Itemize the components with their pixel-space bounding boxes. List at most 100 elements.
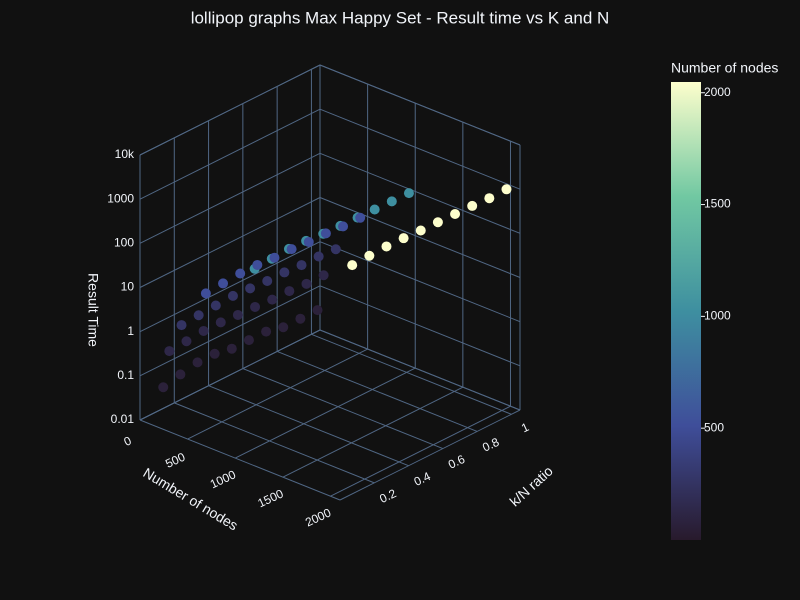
data-point bbox=[301, 278, 312, 289]
data-point bbox=[303, 236, 314, 247]
data-point bbox=[279, 267, 290, 278]
colorbar-tick-label: 2000 bbox=[704, 85, 731, 99]
grid-line bbox=[208, 385, 409, 467]
data-point bbox=[286, 244, 297, 255]
data-point bbox=[181, 336, 192, 347]
colorbar-tick-label: 1000 bbox=[704, 309, 731, 323]
data-point bbox=[450, 209, 461, 220]
y-tick-label: 0.8 bbox=[480, 435, 501, 455]
data-point bbox=[330, 244, 341, 255]
data-point bbox=[278, 322, 289, 333]
grid-line bbox=[139, 152, 321, 244]
data-point bbox=[381, 241, 392, 252]
data-point bbox=[245, 283, 256, 294]
data-point bbox=[261, 326, 272, 337]
data-point bbox=[192, 357, 203, 368]
data-point bbox=[226, 343, 237, 354]
data-point bbox=[347, 260, 358, 271]
grid-line bbox=[235, 367, 416, 459]
data-point bbox=[267, 294, 278, 305]
data-point bbox=[209, 348, 220, 359]
data-point bbox=[176, 320, 187, 331]
grid-line bbox=[311, 333, 512, 415]
data-point bbox=[250, 301, 261, 312]
colorbar-title: Number of nodes bbox=[671, 60, 778, 76]
data-point bbox=[227, 290, 238, 301]
data-point bbox=[295, 313, 306, 324]
grid-line bbox=[319, 241, 521, 323]
data-point bbox=[296, 260, 307, 271]
data-point bbox=[262, 275, 273, 286]
colorbar bbox=[671, 82, 701, 540]
grid-line bbox=[187, 348, 368, 440]
grid-line bbox=[319, 329, 521, 411]
data-point bbox=[269, 252, 280, 263]
grid-line bbox=[174, 402, 375, 484]
z-tick-label: 10k bbox=[115, 147, 135, 161]
data-point bbox=[210, 300, 221, 311]
grid-line bbox=[330, 405, 511, 497]
data-point bbox=[484, 193, 495, 204]
grid-line bbox=[319, 108, 521, 190]
data-point bbox=[218, 278, 229, 289]
grid-line bbox=[319, 197, 521, 278]
colorbar-tick-label: 500 bbox=[704, 420, 724, 434]
data-point bbox=[232, 309, 243, 320]
grid-line bbox=[319, 64, 521, 146]
z-tick-label: 0.01 bbox=[111, 412, 135, 426]
data-point bbox=[355, 212, 366, 223]
grid-line bbox=[139, 285, 321, 377]
data-point bbox=[312, 305, 323, 316]
data-point bbox=[467, 200, 478, 211]
z-axis-title: Result Time bbox=[85, 273, 101, 347]
data-point bbox=[243, 335, 254, 346]
data-point bbox=[313, 251, 324, 262]
data-point bbox=[158, 382, 169, 393]
z-tick-label: 100 bbox=[114, 236, 134, 250]
grid-line bbox=[139, 108, 321, 200]
y-tick-label: 0.2 bbox=[377, 486, 398, 506]
data-point bbox=[501, 184, 512, 195]
axis-edge bbox=[139, 419, 341, 501]
data-point bbox=[164, 346, 175, 357]
grid-line bbox=[139, 197, 321, 288]
y-tick-label: 0.4 bbox=[412, 469, 433, 489]
grid-line bbox=[139, 64, 321, 156]
data-point bbox=[403, 188, 414, 199]
data-point bbox=[175, 369, 186, 380]
grid-line bbox=[282, 386, 464, 478]
data-point bbox=[198, 325, 209, 336]
data-point bbox=[193, 310, 204, 321]
z-tick-label: 1000 bbox=[107, 191, 134, 205]
grid-line bbox=[276, 350, 478, 432]
z-tick-label: 1 bbox=[127, 324, 134, 338]
grid-line bbox=[242, 368, 444, 450]
z-tick-label: 10 bbox=[121, 280, 135, 294]
data-point bbox=[235, 268, 246, 279]
data-point bbox=[386, 196, 397, 207]
colorbar-tick-label: 1500 bbox=[704, 197, 731, 211]
data-point bbox=[215, 317, 226, 328]
data-point bbox=[338, 221, 349, 232]
grid-line bbox=[319, 152, 521, 234]
data-point bbox=[415, 225, 426, 236]
data-point bbox=[320, 228, 331, 239]
data-point bbox=[252, 259, 263, 270]
y-tick-label: 0.6 bbox=[446, 452, 467, 472]
grid-line bbox=[139, 329, 321, 421]
grid-line bbox=[139, 241, 321, 333]
data-point bbox=[364, 250, 375, 261]
data-point bbox=[369, 204, 380, 215]
data-point bbox=[200, 288, 211, 299]
data-point bbox=[318, 270, 329, 281]
chart-title: lollipop graphs Max Happy Set - Result t… bbox=[191, 8, 610, 27]
data-point bbox=[398, 233, 409, 244]
axis-edge bbox=[339, 409, 521, 501]
grid-line bbox=[319, 285, 521, 367]
data-point bbox=[432, 217, 443, 228]
data-point bbox=[284, 286, 295, 297]
z-tick-label: 0.1 bbox=[117, 368, 134, 382]
